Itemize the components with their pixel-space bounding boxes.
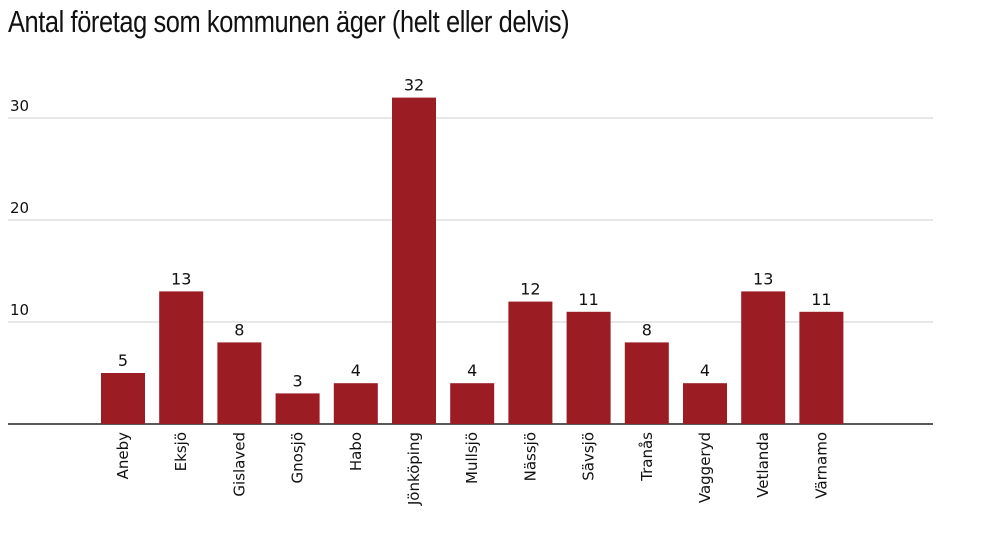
bar — [392, 97, 436, 424]
data-label: 4 — [700, 361, 710, 380]
data-label: 32 — [404, 76, 424, 95]
category-label: Gnosjö — [289, 432, 307, 483]
data-label: 12 — [520, 280, 540, 299]
bar — [275, 393, 320, 424]
data-label: 4 — [467, 361, 477, 380]
bar — [566, 311, 611, 424]
bar — [683, 383, 727, 424]
y-tick-label: 20 — [10, 199, 29, 217]
category-label: Mullsjö — [463, 432, 481, 484]
category-label: Värnamo — [812, 432, 830, 499]
bar — [624, 342, 669, 424]
data-label: 13 — [753, 269, 773, 288]
y-tick-label: 30 — [10, 97, 29, 115]
bar — [333, 383, 378, 424]
bar — [217, 342, 262, 424]
category-label: Vetlanda — [754, 432, 772, 498]
data-label: 11 — [578, 290, 598, 309]
category-label: Aneby — [114, 432, 132, 480]
data-label: 8 — [642, 320, 652, 339]
data-label: 5 — [118, 351, 128, 370]
bar — [159, 291, 204, 424]
bar — [741, 291, 786, 424]
y-tick-label: 10 — [10, 301, 29, 319]
category-label: Sävsjö — [580, 432, 598, 481]
chart-title: Antal företag som kommunen äger (helt el… — [8, 4, 570, 39]
category-label: Eksjö — [172, 432, 190, 471]
category-label: Habo — [347, 432, 365, 471]
bar — [799, 311, 844, 424]
data-label: 13 — [171, 269, 191, 288]
category-label: Jönköping — [405, 432, 423, 506]
data-label: 11 — [811, 290, 831, 309]
data-label: 4 — [351, 361, 361, 380]
category-label: Vaggeryd — [696, 432, 714, 503]
category-label: Nässjö — [521, 432, 539, 481]
category-label: Tranås — [638, 432, 656, 482]
bar — [101, 373, 145, 424]
data-label: 8 — [234, 320, 244, 339]
category-label: Gislaved — [230, 432, 248, 497]
data-label: 3 — [293, 371, 303, 390]
bar — [450, 383, 495, 424]
bar — [508, 301, 553, 424]
